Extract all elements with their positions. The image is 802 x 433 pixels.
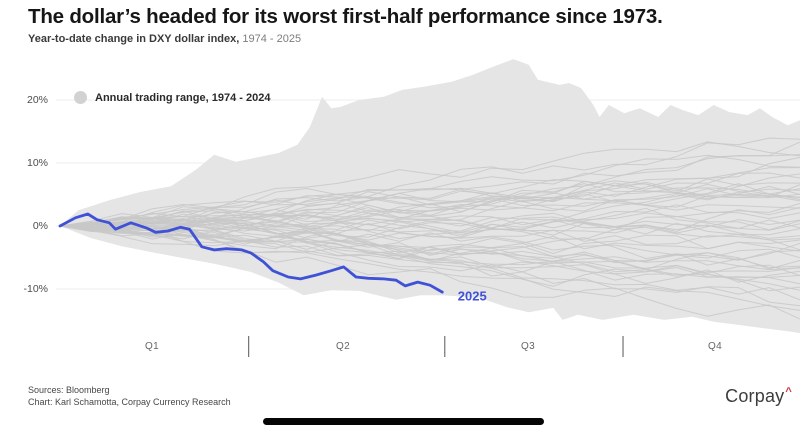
chart-legend: Annual trading range, 1974 - 2024 (74, 91, 270, 104)
historical-year-line (59, 225, 801, 262)
y-tick-label: -10% (23, 283, 48, 295)
historical-year-line (59, 218, 801, 239)
subtitle-label: Year-to-date change in DXY dollar index, (28, 33, 240, 45)
home-indicator-bar (263, 418, 544, 425)
source-notes: Sources: Bloomberg Chart: Karl Schamotta… (28, 384, 231, 408)
credit-line: Chart: Karl Schamotta, Corpay Currency R… (28, 397, 231, 407)
historical-year-line (59, 167, 801, 227)
historical-year-line (59, 141, 801, 227)
corpay-wordmark: Corpay (725, 386, 785, 406)
historical-year-line (59, 217, 801, 241)
y-tick-label: 10% (26, 157, 48, 169)
historical-year-line (59, 203, 801, 231)
historical-year-line (59, 187, 801, 227)
x-tick-label-q1: Q1 (145, 341, 159, 352)
historical-year-line (59, 154, 801, 227)
trading-range-band (60, 59, 800, 334)
x-tick-label-q3: Q3 (521, 341, 535, 352)
historical-year-line (59, 225, 801, 320)
historical-year-line (59, 181, 801, 227)
historical-year-line (59, 221, 801, 261)
subtitle-range: 1974 - 2025 (242, 33, 302, 45)
historical-year-line (59, 192, 801, 227)
corpay-caret-icon: ^ (785, 386, 792, 398)
y-tick-label: 20% (26, 94, 48, 106)
series-2025-line (58, 212, 444, 294)
y-tick-label: 0% (32, 220, 48, 232)
x-tick-label-q2: Q2 (336, 341, 350, 352)
historical-year-line (59, 137, 801, 227)
legend-label: Annual trading range, 1974 - 2024 (95, 91, 271, 104)
historical-year-line (59, 156, 801, 227)
historical-year-line (59, 178, 801, 227)
series-2025-label: 2025 (458, 288, 487, 303)
x-tick-label-q4: Q4 (708, 341, 722, 352)
historical-year-line (59, 225, 801, 285)
corpay-logo: Corpay^ (725, 386, 792, 407)
historical-year-line (59, 141, 801, 227)
historical-year-line (59, 225, 801, 291)
chart-subtitle: Year-to-date change in DXY dollar index,… (28, 33, 301, 45)
historical-year-line (59, 223, 801, 277)
sources-line: Sources: Bloomberg (28, 385, 110, 395)
page-title: The dollar’s headed for its worst first-… (28, 5, 663, 28)
legend-swatch-icon (74, 91, 87, 104)
historical-year-line (59, 225, 801, 284)
